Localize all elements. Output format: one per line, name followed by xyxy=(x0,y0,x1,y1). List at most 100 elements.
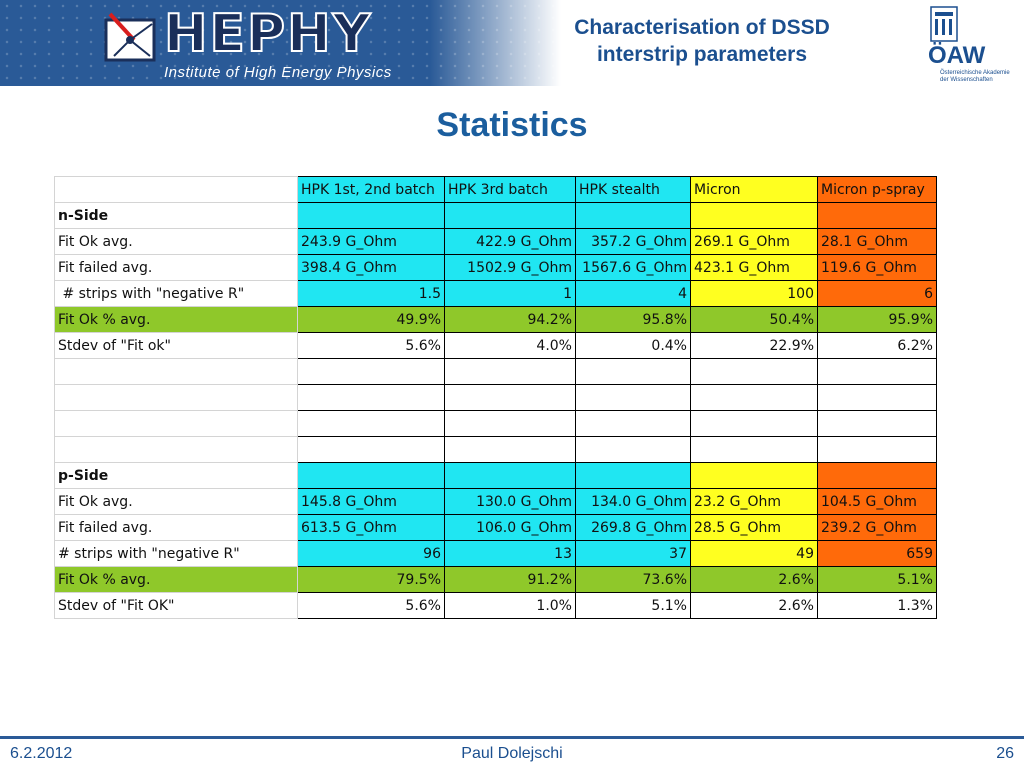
logo-text: HEPHY xyxy=(163,4,373,64)
empty-cell xyxy=(444,410,576,437)
empty-cell xyxy=(575,436,691,463)
table-cell: 91.2% xyxy=(444,566,576,593)
table-cell: 243.9 G_Ohm xyxy=(297,228,445,255)
table-row: Fit failed avg. 613.5 G_Ohm 106.0 G_Ohm … xyxy=(54,514,937,541)
empty-cell xyxy=(297,410,445,437)
column-header: HPK stealth xyxy=(575,176,691,203)
table-row: Stdev of "Fit ok" 5.6% 4.0% 0.4% 22.9% 6… xyxy=(54,332,937,359)
empty-cell xyxy=(297,384,445,411)
table-cell: 2.6% xyxy=(690,592,818,619)
row-label: # strips with "negative R" xyxy=(54,280,298,307)
building-icon xyxy=(930,6,958,42)
empty-cell xyxy=(575,462,691,489)
empty-cell xyxy=(575,358,691,385)
table-cell: 49 xyxy=(690,540,818,567)
table-cell: 5.6% xyxy=(297,332,445,359)
table-row: Fit failed avg. 398.4 G_Ohm 1502.9 G_Ohm… xyxy=(54,254,937,281)
table-cell: 357.2 G_Ohm xyxy=(575,228,691,255)
table-cell: 28.5 G_Ohm xyxy=(690,514,818,541)
table-cell: 613.5 G_Ohm xyxy=(297,514,445,541)
table-cell: 422.9 G_Ohm xyxy=(444,228,576,255)
table-header-row: HPK 1st, 2nd batch HPK 3rd batch HPK ste… xyxy=(54,176,937,203)
footer-divider xyxy=(0,736,1024,739)
table-cell: 659 xyxy=(817,540,937,567)
blank-cell xyxy=(54,436,298,463)
section-label: n-Side xyxy=(54,202,298,229)
table-cell: 1.5 xyxy=(297,280,445,307)
table-row: # strips with "negative R" 1.5 1 4 100 6 xyxy=(54,280,937,307)
table-cell: 6 xyxy=(817,280,937,307)
header-title-line1: Characterisation of DSSD xyxy=(574,16,830,39)
table-row: Fit Ok avg. 145.8 G_Ohm 130.0 G_Ohm 134.… xyxy=(54,488,937,515)
table-cell: 5.6% xyxy=(297,592,445,619)
empty-cell xyxy=(575,202,691,229)
table-cell: 23.2 G_Ohm xyxy=(690,488,818,515)
footer-date: 6.2.2012 xyxy=(10,745,73,762)
empty-cell xyxy=(444,202,576,229)
empty-cell xyxy=(575,410,691,437)
table-cell: 37 xyxy=(575,540,691,567)
table-row xyxy=(54,410,937,437)
table-row: Stdev of "Fit OK" 5.6% 1.0% 5.1% 2.6% 1.… xyxy=(54,592,937,619)
oaw-logo: ÖAW Österreichische Akademie der Wissens… xyxy=(928,4,1010,84)
empty-cell xyxy=(444,384,576,411)
footer-author: Paul Dolejschi xyxy=(461,745,563,762)
table-cell: 100 xyxy=(690,280,818,307)
table-cell: 1.0% xyxy=(444,592,576,619)
table-cell: 0.4% xyxy=(575,332,691,359)
empty-cell xyxy=(690,462,818,489)
table-row: # strips with "negative R" 96 13 37 49 6… xyxy=(54,540,937,567)
slide-title: Statistics xyxy=(436,106,588,144)
blank-cell xyxy=(54,410,298,437)
table-cell: 106.0 G_Ohm xyxy=(444,514,576,541)
row-label: Stdev of "Fit OK" xyxy=(54,592,298,619)
row-label: Fit Ok avg. xyxy=(54,488,298,515)
blank-cell xyxy=(54,358,298,385)
table-cell: 269.8 G_Ohm xyxy=(575,514,691,541)
oaw-text: ÖAW xyxy=(928,42,986,69)
table-cell: 73.6% xyxy=(575,566,691,593)
oaw-subtitle: Österreichische Akademie der Wissenschaf… xyxy=(940,70,1010,83)
empty-cell xyxy=(575,384,691,411)
hephy-logo: HEPHY Institute of High Energy Physics xyxy=(100,4,400,82)
empty-cell xyxy=(817,384,937,411)
empty-cell xyxy=(444,358,576,385)
table-cell: 79.5% xyxy=(297,566,445,593)
table-cell: 95.9% xyxy=(817,306,937,333)
empty-cell xyxy=(444,436,576,463)
table-cell: 28.1 G_Ohm xyxy=(817,228,937,255)
statistics-table: HPK 1st, 2nd batch HPK 3rd batch HPK ste… xyxy=(54,176,942,648)
section-label: p-Side xyxy=(54,462,298,489)
table-cell: 2.6% xyxy=(690,566,818,593)
table-cell: 1 xyxy=(444,280,576,307)
table-cell: 5.1% xyxy=(575,592,691,619)
header-title-line2: interstrip parameters xyxy=(596,43,808,66)
row-label: Stdev of "Fit ok" xyxy=(54,332,298,359)
table-row xyxy=(54,436,937,463)
empty-cell xyxy=(817,202,937,229)
empty-cell xyxy=(690,410,818,437)
blank-cell xyxy=(54,384,298,411)
table-cell: 95.8% xyxy=(575,306,691,333)
table-cell: 423.1 G_Ohm xyxy=(690,254,818,281)
table-cell: 104.5 G_Ohm xyxy=(817,488,937,515)
table-cell: 130.0 G_Ohm xyxy=(444,488,576,515)
table-cell: 269.1 G_Ohm xyxy=(690,228,818,255)
empty-cell xyxy=(297,436,445,463)
empty-cell xyxy=(690,202,818,229)
empty-cell xyxy=(690,436,818,463)
page-number: 26 xyxy=(996,745,1014,762)
empty-cell xyxy=(297,462,445,489)
empty-cell xyxy=(444,462,576,489)
table-cell: 4 xyxy=(575,280,691,307)
table-cell: 94.2% xyxy=(444,306,576,333)
empty-cell xyxy=(690,358,818,385)
row-label: # strips with "negative R" xyxy=(54,540,298,567)
table-row: Fit Ok % avg. 79.5% 91.2% 73.6% 2.6% 5.1… xyxy=(54,566,937,593)
table-cell: 1567.6 G_Ohm xyxy=(575,254,691,281)
table-cell: 96 xyxy=(297,540,445,567)
table-cell: 1.3% xyxy=(817,592,937,619)
table-row: Fit Ok avg. 243.9 G_Ohm 422.9 G_Ohm 357.… xyxy=(54,228,937,255)
empty-cell xyxy=(817,410,937,437)
column-header: HPK 1st, 2nd batch xyxy=(297,176,445,203)
